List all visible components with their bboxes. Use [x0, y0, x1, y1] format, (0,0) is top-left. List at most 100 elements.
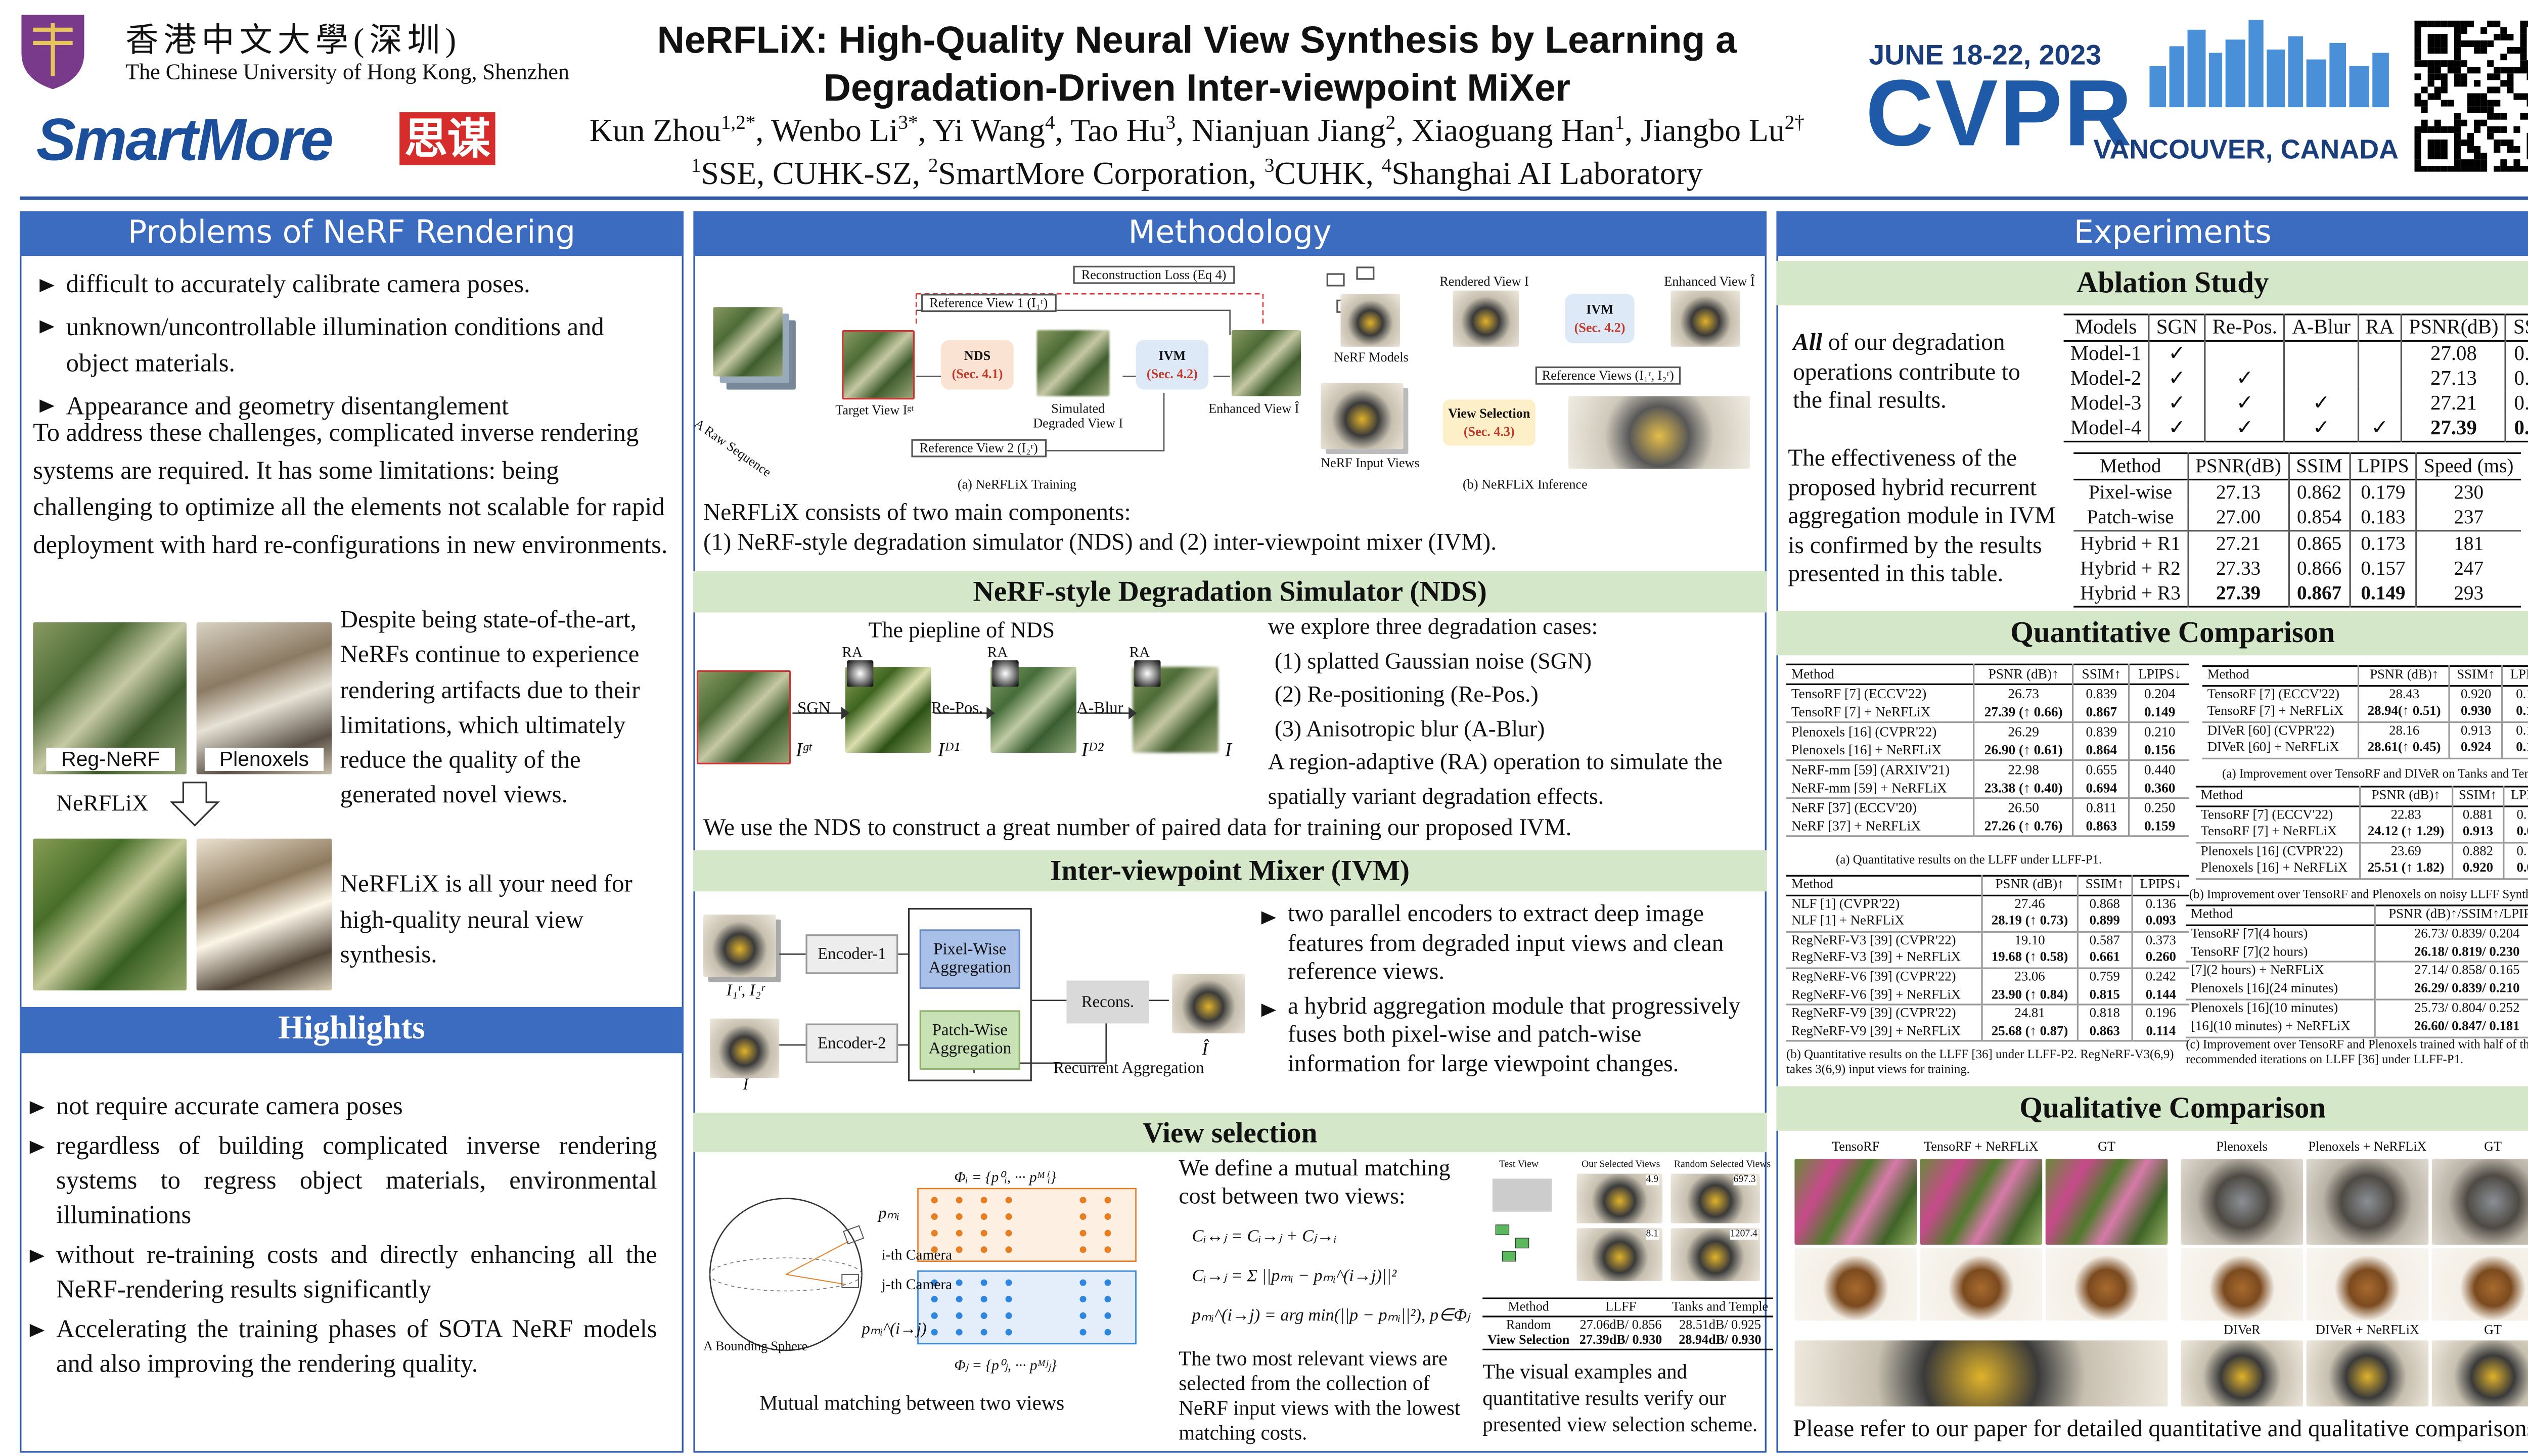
qr-module [2414, 153, 2421, 160]
table-header-cell: LPIPS↓ [2503, 786, 2528, 806]
qr-module [2427, 20, 2434, 27]
table-header-cell: PSNR (dB)↑/SSIM↑/LPIPS↓ [2373, 905, 2528, 925]
title: NeRFLiX: High-Quality Neural View Synthe… [561, 17, 1832, 112]
table-cell: ✓ [2148, 416, 2205, 442]
affiliation-mark: 2 [928, 153, 938, 177]
pixel-dot [1104, 1213, 1111, 1220]
pixel-dot [1104, 1312, 1111, 1319]
pixel-dot [1104, 1296, 1111, 1303]
qr-module [2494, 67, 2501, 74]
results-table: Method PSNR (dB)↑ SSIM↑ LPIPS↓ NLF [1] (CVPR… [1786, 875, 2189, 1042]
qr-module [2454, 113, 2461, 120]
patch-box: Patch-Wise Aggregation [919, 1010, 1020, 1070]
case-list: (1) splatted Gaussian noise (SGN) (2) Re-… [1268, 646, 1764, 748]
table-cell: 0.587 [2076, 931, 2132, 950]
table-row: NLF [1] + NeRFLiX 28.19 (↑ 0.73) 0.899 0.09… [1786, 913, 2189, 932]
qr-module [2494, 100, 2501, 107]
table-row: Method PSNR (dB)↑SSIM↑LPIPS↓ [1786, 664, 2189, 685]
logo-cn: 香港中文大學(深圳) [125, 23, 462, 60]
table-cell: 0.157 [2349, 556, 2417, 581]
matching-diagram [709, 1188, 1137, 1351]
table-cell: 0.815 [2076, 986, 2132, 1005]
qr-module [2494, 20, 2501, 27]
table-cell: 0.084 [2503, 860, 2528, 879]
photo [710, 1018, 780, 1078]
qr-module [2526, 153, 2528, 160]
pixel-dot [1005, 1329, 1012, 1336]
qr-module [2480, 100, 2488, 107]
table-cell: 0.092 [2503, 824, 2528, 842]
table-cell: 247 [2415, 556, 2520, 581]
qr-module [2454, 47, 2461, 54]
photo [2431, 1340, 2528, 1407]
table-cell: 27.21 [2187, 530, 2289, 557]
table-cell [2357, 341, 2402, 367]
table-cell: 0.149 [2129, 703, 2189, 722]
table-cell: NeRF-mm [59] (ARXIV'21) [1791, 762, 1950, 778]
intro: NeRFLiX consists of two main components:… [703, 498, 1760, 558]
photo [1172, 974, 1245, 1034]
diagram-label: Reference Views (I₁ʳ, I₂ʳ) [1535, 366, 1681, 385]
table-cell: Model-3 [2070, 391, 2142, 415]
qr-module [2414, 73, 2421, 80]
ra-mask [847, 660, 874, 687]
photo [1671, 290, 1740, 347]
table-cell: 0.854 [2288, 505, 2350, 531]
pixel-dot [1104, 1230, 1111, 1237]
highlight-list: not require accurate camera poses regardl… [23, 1089, 657, 1387]
qr-module [2447, 67, 2454, 74]
qr-module [2474, 40, 2481, 48]
diagram-label: A Bounding Sphere [703, 1339, 808, 1354]
table-header-cell: LPIPS↓ [2502, 666, 2528, 686]
qr-module [2421, 126, 2428, 133]
table-cell: 25.73/ 0.804/ 0.252 [2373, 999, 2528, 1018]
qr-module [2454, 67, 2461, 74]
qr-code [2413, 20, 2528, 172]
aggregation-frame [908, 907, 1032, 1081]
table-cell: 0.360 [2129, 779, 2189, 798]
pixel-dot [1005, 1312, 1012, 1319]
author-mark: 1,2* [720, 110, 756, 134]
table-cell: Plenoxels [16] + NeRFLiX [1791, 743, 1942, 758]
intro-line: NeRFLiX consists of two main components: [703, 500, 1131, 527]
table-cell: 26.73/ 0.839/ 0.204 [2373, 925, 2528, 944]
pixel-dot [980, 1213, 987, 1220]
table-header-cell: SGN [2148, 314, 2205, 341]
table-cell: 0.868 [2076, 895, 2132, 914]
pixel-dot [1005, 1197, 1012, 1204]
qr-module [2526, 60, 2528, 67]
table-cell: 25.51 (↑ 1.82) [2359, 860, 2452, 879]
table-caption: (a) Quantitative results on the LLFF und… [1836, 851, 2102, 867]
author-name: , Tao Hu [1055, 114, 1166, 150]
qr-module [2447, 20, 2454, 27]
pixel-dot [1079, 1230, 1087, 1237]
photo [696, 670, 791, 764]
photo [2181, 1159, 2304, 1245]
qr-module [2480, 47, 2488, 54]
qr-module [2500, 139, 2507, 146]
table-cell: 0.867 [2505, 416, 2528, 442]
list-item: a hybrid aggregation module that progres… [1255, 993, 1760, 1079]
table-cell: 0.865 [2288, 530, 2350, 557]
qr-module [2427, 166, 2434, 172]
table-row: RegNeRF-V3 [39] + NeRFLiX 19.68 (↑ 0.58) 0… [1786, 949, 2189, 968]
qr-module [2434, 86, 2441, 94]
photo [842, 330, 915, 400]
table-cell: 0.373 [2131, 931, 2189, 950]
pixel-dot [931, 1230, 938, 1237]
diagram-label: Rendered View I [1439, 274, 1529, 289]
table-cell: 23.06 [1981, 968, 2078, 987]
table-cell: [7](2 hours) + NeRFLiX [2191, 963, 2324, 978]
table-cell: 0.127 [2503, 842, 2528, 860]
qr-module [2474, 106, 2481, 113]
qr-module [2520, 93, 2527, 100]
affiliations: 1SSE, CUHK-SZ, 2SmartMore Corporation, 3… [495, 154, 1899, 194]
qr-module [2441, 86, 2448, 94]
qr-module [2434, 153, 2441, 160]
qr-module [2474, 100, 2481, 107]
photo [2181, 1248, 2304, 1321]
table-head: Method PSNR(dB) SSIM LPIPS Speed (ms) [2073, 453, 2520, 480]
pixel-dot [1104, 1279, 1111, 1286]
photo [1920, 1248, 2043, 1321]
